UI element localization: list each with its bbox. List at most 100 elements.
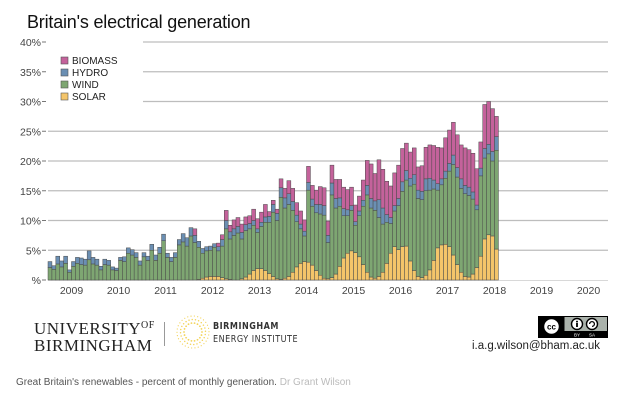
contact-email[interactable]: i.a.g.wilson@bham.ac.uk xyxy=(472,340,601,352)
bar-hydro xyxy=(79,257,84,265)
bar-solar xyxy=(466,276,472,281)
bar-solar xyxy=(302,261,307,281)
bar-solar xyxy=(349,250,354,281)
bar-biomass xyxy=(357,195,362,212)
bar-wind xyxy=(462,193,468,277)
legend-swatch-solar xyxy=(60,92,69,101)
bar-hydro xyxy=(188,227,194,237)
bar-biomass xyxy=(380,169,386,209)
bar-solar xyxy=(341,257,346,281)
bar-hydro xyxy=(59,260,64,268)
bar-biomass xyxy=(224,210,229,221)
bar-biomass xyxy=(494,116,499,137)
sun-dot xyxy=(183,331,185,333)
bar-biomass xyxy=(431,145,436,181)
bar-hydro xyxy=(118,257,123,261)
bar-hydro xyxy=(490,151,495,162)
bar-wind xyxy=(443,178,448,245)
bar-hydro xyxy=(439,178,444,186)
sun-dot xyxy=(194,347,196,349)
sun-dot xyxy=(193,322,196,325)
bar-hydro xyxy=(196,241,202,248)
bar-wind xyxy=(494,150,499,250)
y-tick-label: 35% xyxy=(20,67,41,79)
bar-wind xyxy=(396,205,401,250)
bar-biomass xyxy=(263,204,268,218)
bar-hydro xyxy=(47,261,53,268)
sun-dot xyxy=(184,345,186,347)
bar-wind xyxy=(239,238,245,280)
bar-biomass xyxy=(459,144,464,180)
bar-biomass xyxy=(271,200,276,205)
caption: Great Britain's renewables - percent of … xyxy=(16,377,351,388)
sun-dot xyxy=(197,346,199,348)
bar-biomass xyxy=(466,149,472,188)
bar-hydro xyxy=(455,167,460,178)
bar-hydro xyxy=(408,178,413,187)
sun-dot xyxy=(204,330,207,332)
bar-wind xyxy=(106,264,111,281)
bar-wind xyxy=(157,252,162,281)
bar-hydro xyxy=(145,255,151,261)
bar-wind xyxy=(431,188,436,261)
bar-wind xyxy=(137,264,143,281)
bar-solar xyxy=(368,276,374,281)
bar-hydro xyxy=(470,191,476,200)
bar-wind xyxy=(278,197,284,280)
x-tick-label: 2015 xyxy=(342,285,366,297)
bar-hydro xyxy=(412,174,417,185)
bar-hydro xyxy=(133,252,139,258)
sun-dot xyxy=(181,343,184,345)
sunburst-icon xyxy=(176,315,210,349)
bar-biomass xyxy=(243,216,249,225)
bar-biomass xyxy=(310,185,315,200)
legend-label-solar: SOLAR xyxy=(72,92,106,103)
cc-by-sa-icon[interactable]: cc BY SA xyxy=(538,316,608,338)
uob-line1: UNIVERSITY xyxy=(34,319,141,338)
bar-wind xyxy=(353,225,358,253)
bar-wind xyxy=(290,210,295,273)
bar-wind xyxy=(357,215,362,258)
chart-title: Britain's electrical generation xyxy=(27,12,251,32)
bar-biomass xyxy=(490,108,495,152)
bar-biomass xyxy=(231,219,237,230)
bar-solar xyxy=(486,234,491,281)
bar-wind xyxy=(59,266,64,281)
sun-dot xyxy=(176,331,178,333)
bar-biomass xyxy=(341,186,346,209)
bar-biomass xyxy=(329,164,335,184)
bar-wind xyxy=(310,205,315,266)
y-tick-label: 15% xyxy=(20,186,41,198)
license-sa: SA xyxy=(589,333,595,338)
bar-wind xyxy=(388,223,393,254)
bar-hydro xyxy=(157,247,162,254)
bei-line1: BIRMINGHAM xyxy=(213,321,279,332)
bar-wind xyxy=(122,261,127,281)
sun-dot xyxy=(180,335,182,337)
bar-wind xyxy=(227,238,233,280)
bar-wind xyxy=(361,205,366,265)
sun-dot xyxy=(202,324,205,326)
bar-hydro xyxy=(177,239,182,246)
bar-wind xyxy=(149,250,155,281)
sun-dot xyxy=(184,317,186,319)
sun-dot xyxy=(207,327,210,329)
bar-biomass xyxy=(278,178,284,189)
bar-biomass xyxy=(478,141,483,169)
bar-hydro xyxy=(239,232,245,240)
bar-hydro xyxy=(106,260,111,266)
bar-wind xyxy=(267,222,272,274)
bar-solar xyxy=(443,244,448,281)
bar-wind xyxy=(204,250,209,278)
bar-biomass xyxy=(404,142,409,171)
bar-wind xyxy=(196,247,202,280)
bar-solar xyxy=(365,272,370,281)
bar-hydro xyxy=(126,247,131,254)
bar-biomass xyxy=(482,104,487,149)
bar-wind xyxy=(419,199,425,278)
sun-dot xyxy=(181,319,183,321)
bar-wind xyxy=(384,222,389,264)
bar-wind xyxy=(380,223,386,273)
sun-dot xyxy=(208,331,210,333)
